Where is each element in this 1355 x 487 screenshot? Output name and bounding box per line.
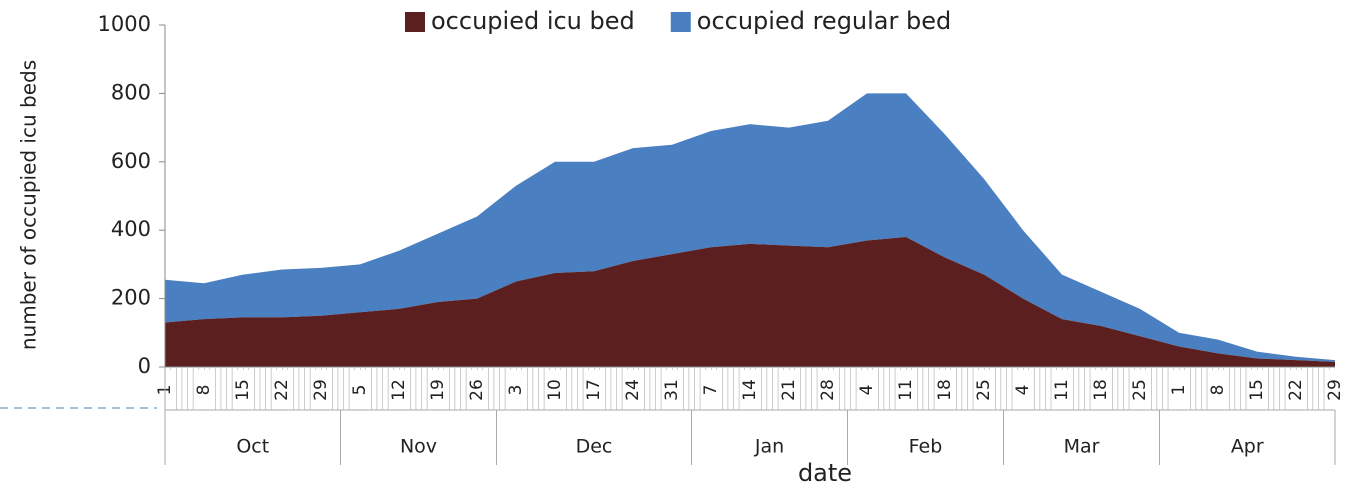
tick-label-bg <box>976 370 992 410</box>
x-tick-label: 7 <box>701 385 721 396</box>
x-tick-label: 29 <box>311 379 331 401</box>
tick-label-bg <box>1015 370 1031 410</box>
tick-label-bg <box>664 370 680 410</box>
tick-label-bg <box>274 370 290 410</box>
legend-swatch <box>670 12 691 32</box>
y-tick-label: 200 <box>111 286 151 310</box>
y-tick-label: 800 <box>111 80 151 104</box>
month-label: Nov <box>400 436 437 458</box>
x-tick-label: 29 <box>1325 379 1345 401</box>
tick-label-bg <box>742 370 758 410</box>
x-tick-label: 3 <box>506 385 526 396</box>
x-tick-label: 24 <box>623 379 643 401</box>
tick-label-bg <box>196 370 212 410</box>
tick-label-bg <box>469 370 485 410</box>
x-tick-label: 31 <box>662 379 682 401</box>
x-tick-label: 18 <box>935 379 955 401</box>
tick-label-bg <box>1288 370 1304 410</box>
x-tick-label: 11 <box>896 379 916 401</box>
x-tick-label: 15 <box>233 379 253 401</box>
x-tick-label: 15 <box>1247 379 1267 401</box>
tick-label-bg <box>1249 370 1265 410</box>
tick-label-bg <box>391 370 407 410</box>
month-label: Mar <box>1064 436 1100 458</box>
x-tick-label: 11 <box>1052 379 1072 401</box>
tick-label-bg <box>313 370 329 410</box>
tick-label-bg <box>547 370 563 410</box>
x-tick-label: 14 <box>740 379 760 401</box>
tick-label-bg <box>859 370 875 410</box>
tick-label-bg <box>625 370 641 410</box>
area <box>165 93 1335 362</box>
area <box>165 237 1335 367</box>
y-tick-label: 1000 <box>98 12 151 36</box>
x-tick-label: 19 <box>428 379 448 401</box>
tick-label-bg <box>1327 370 1343 410</box>
tick-label-bg <box>1210 370 1226 410</box>
x-tick-label: 8 <box>1208 385 1228 396</box>
x-tick-label: 17 <box>584 379 604 401</box>
x-tick-label: 12 <box>389 379 409 401</box>
x-tick-label: 25 <box>1130 379 1150 401</box>
x-tick-label: 22 <box>1286 379 1306 401</box>
x-tick-label: 26 <box>467 379 487 401</box>
x-tick-label: 28 <box>818 379 838 401</box>
x-tick-label: 4 <box>1013 385 1033 396</box>
month-label: Apr <box>1231 436 1264 458</box>
tick-label-bg <box>1132 370 1148 410</box>
tick-label-bg <box>1054 370 1070 410</box>
legend-swatch <box>405 12 425 32</box>
tick-label-bg <box>820 370 836 410</box>
tick-label-bg <box>898 370 914 410</box>
x-tick-label: 5 <box>350 385 370 396</box>
tick-label-bg <box>586 370 602 410</box>
x-tick-label: 4 <box>857 385 877 396</box>
x-tick-label: 1 <box>1169 385 1189 396</box>
legend-label: occupied regular bed <box>697 7 951 35</box>
tick-label-bg <box>508 370 524 410</box>
y-tick-label: 400 <box>111 217 151 241</box>
tick-label-bg <box>703 370 719 410</box>
x-tick-label: 21 <box>779 379 799 401</box>
x-axis-label: date <box>798 459 852 487</box>
legend-label: occupied icu bed <box>431 7 635 35</box>
month-label: Oct <box>236 436 269 458</box>
tick-label-bg <box>937 370 953 410</box>
x-tick-label: 8 <box>194 385 214 396</box>
tick-label-bg <box>1171 370 1187 410</box>
y-tick-label: 600 <box>111 149 151 173</box>
tick-label-bg <box>781 370 797 410</box>
month-label: Dec <box>576 436 613 458</box>
tick-label-bg <box>1093 370 1109 410</box>
tick-label-bg <box>430 370 446 410</box>
y-axis-label: number of occupied icu beds <box>17 60 41 350</box>
month-label: Feb <box>909 436 943 458</box>
tick-label-bg <box>235 370 251 410</box>
tick-label-bg <box>352 370 368 410</box>
y-tick-label: 0 <box>138 354 151 378</box>
x-tick-label: 25 <box>974 379 994 401</box>
month-label: Jan <box>754 436 784 458</box>
x-tick-label: 10 <box>545 379 565 401</box>
x-tick-label: 18 <box>1091 379 1111 401</box>
x-tick-label: 22 <box>272 379 292 401</box>
